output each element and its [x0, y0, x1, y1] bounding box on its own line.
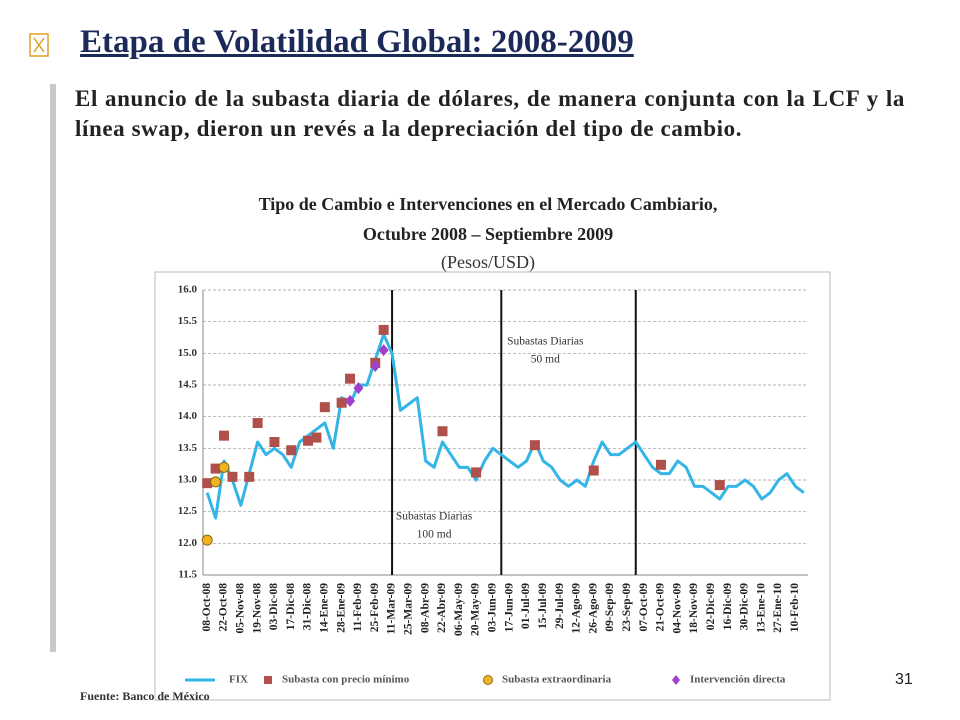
auction-marker [588, 465, 599, 476]
annotation: Subastas Diarias [396, 511, 473, 523]
x-tick-label: 14-Ene-09 [318, 583, 330, 633]
auction-marker [286, 445, 297, 456]
y-tick-label: 15.5 [178, 315, 198, 327]
auction-marker [714, 480, 725, 491]
auction-marker [210, 463, 221, 474]
auction-marker [378, 324, 389, 335]
x-tick-label: 13-Ene-10 [755, 583, 767, 633]
auction-marker [219, 430, 230, 441]
x-tick-label: 03-Dic-08 [268, 583, 280, 631]
x-tick-label: 11-Mar-09 [386, 583, 398, 635]
x-tick-label: 26-Ago-09 [587, 583, 599, 634]
auction-marker [336, 397, 347, 408]
x-tick-label: 21-Oct-09 [655, 583, 667, 632]
x-tick-label: 17-Jun-09 [503, 583, 515, 632]
auction-marker [303, 435, 314, 446]
auction-marker [471, 467, 482, 478]
intervention-marker [353, 382, 364, 395]
annotation: 50 md [531, 354, 560, 366]
x-tick-label: 05-Nov-08 [234, 583, 246, 634]
x-tick-label: 22-Oct-08 [218, 583, 230, 632]
auction-marker [437, 426, 448, 437]
x-tick-label: 10-Feb-10 [789, 583, 801, 632]
x-tick-label: 27-Ene-10 [772, 583, 784, 633]
x-tick-label: 22-Abr-09 [436, 583, 448, 633]
auction-marker [202, 478, 213, 489]
y-tick-label: 12.5 [178, 505, 198, 517]
y-tick-label: 13.5 [178, 442, 198, 454]
source: Fuente: Banco de México [80, 689, 210, 703]
bullet-icon [29, 33, 49, 57]
x-tick-label: 25-Feb-09 [369, 583, 381, 632]
intervention-marker [345, 394, 356, 407]
y-tick-label: 15.0 [178, 347, 198, 359]
x-tick-label: 28-Ene-09 [335, 583, 347, 633]
intervention-marker [378, 344, 389, 357]
slide-body: El anuncio de la subasta diaria de dólar… [75, 86, 905, 141]
legend-swatch [483, 675, 493, 685]
chart-subtitle: (Pesos/USD) [441, 252, 535, 273]
x-tick-label: 31-Dic-08 [302, 583, 314, 631]
x-tick-label: 17-Dic-08 [285, 583, 297, 631]
x-tick-label: 29-Jul-09 [554, 583, 566, 629]
x-tick-label: 01-Jul-09 [520, 583, 532, 629]
auction-marker [269, 437, 280, 447]
x-tick-label: 07-Oct-09 [638, 583, 650, 632]
extra-marker [218, 461, 230, 473]
y-tick-label: 11.5 [178, 569, 197, 581]
slide-title: Etapa de Volatilidad Global: 2008-2009 [80, 24, 634, 60]
legend-label: Subasta extraordinaria [502, 674, 612, 686]
y-tick-label: 14.0 [178, 410, 198, 422]
chart-title: Octubre 2008 – Septiembre 2009 [363, 224, 613, 244]
y-tick-label: 12.0 [178, 537, 198, 549]
side-bar [50, 84, 56, 652]
x-tick-label: 02-Dic-09 [705, 583, 717, 631]
page-number: 31 [895, 671, 913, 688]
auction-marker [252, 418, 263, 428]
x-tick-label: 08-Oct-08 [201, 583, 213, 632]
y-tick-label: 13.0 [178, 474, 198, 486]
auction-marker [244, 471, 255, 482]
x-tick-label: 25-Mar-09 [403, 583, 415, 635]
x-tick-label: 03-Jun-09 [487, 583, 499, 632]
auction-marker [345, 373, 356, 384]
x-tick-label: 30-Dic-09 [739, 583, 751, 631]
x-tick-label: 20-May-09 [470, 583, 482, 636]
x-tick-label: 18-Nov-09 [688, 583, 700, 634]
legend-swatch [672, 675, 680, 685]
legend-label: Intervención directa [690, 674, 786, 686]
auction-marker [227, 471, 238, 482]
legend-label: FIX [229, 674, 248, 686]
auction-marker [319, 402, 330, 413]
y-tick-label: 14.5 [178, 379, 198, 391]
x-tick-label: 11-Feb-09 [352, 583, 364, 632]
x-tick-label: 19-Nov-08 [251, 583, 263, 634]
extra-marker [201, 534, 213, 546]
x-tick-label: 15-Jul-09 [537, 583, 549, 629]
legend-label: Subasta con precio mínimo [282, 674, 410, 686]
legend-swatch [264, 676, 272, 684]
x-tick-label: 04-Nov-09 [671, 583, 683, 634]
x-tick-label: 12-Ago-09 [571, 583, 583, 634]
auction-marker [529, 440, 540, 451]
annotation: 100 md [417, 529, 452, 541]
y-tick-label: 16.0 [178, 284, 198, 296]
x-tick-label: 23-Sep-09 [621, 583, 633, 632]
auction-marker [311, 432, 322, 443]
x-tick-label: 06-May-09 [453, 583, 465, 636]
x-tick-label: 16-Dic-09 [722, 583, 734, 631]
chart-title: Tipo de Cambio e Intervenciones en el Me… [259, 194, 718, 214]
auction-marker [655, 459, 666, 470]
annotation: Subastas Diarias [507, 336, 584, 348]
extra-marker [210, 476, 222, 488]
x-tick-label: 09-Sep-09 [604, 583, 616, 632]
x-tick-label: 08-Abr-09 [419, 583, 431, 633]
intervention-marker [370, 360, 381, 372]
